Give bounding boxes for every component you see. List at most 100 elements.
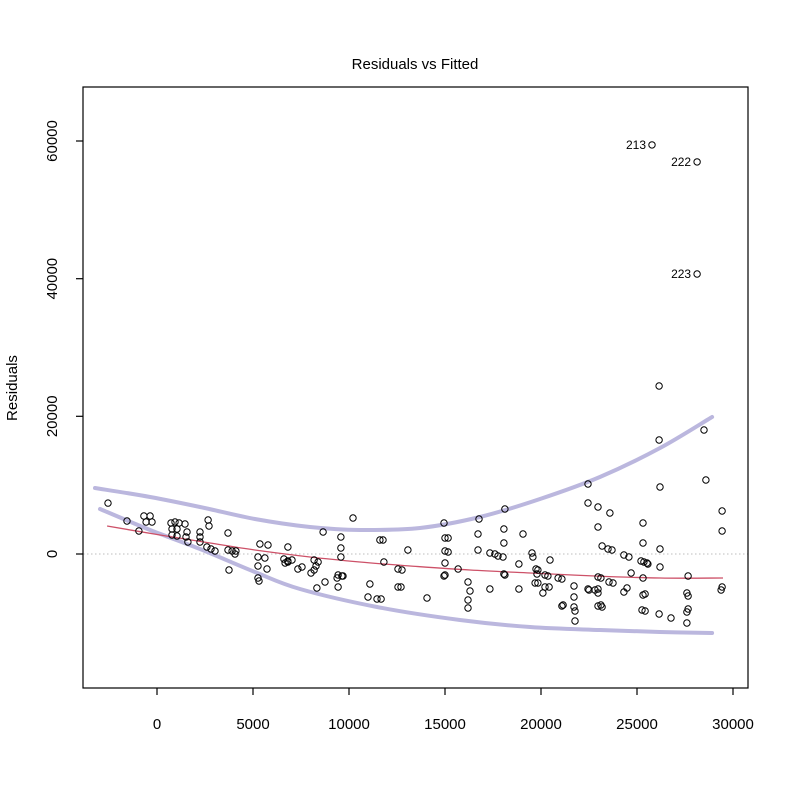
scatter-point (639, 539, 647, 547)
scatter-point (501, 505, 509, 513)
scatter-point (655, 610, 663, 618)
y-tick-label: 40000 (44, 258, 61, 300)
scatter-point (314, 558, 322, 566)
scatter-point (639, 574, 647, 582)
scatter-point (584, 585, 592, 593)
scatter-point (298, 563, 306, 571)
plot-box-frame (82, 86, 749, 689)
x-tick-label: 10000 (328, 716, 370, 733)
scatter-point (683, 619, 691, 627)
scatter-point (639, 519, 647, 527)
scatter-point (337, 553, 345, 561)
scatter-point (584, 499, 592, 507)
scatter-point (440, 519, 448, 527)
scatter-point (366, 580, 374, 588)
outlier-label: 223 (671, 267, 691, 281)
scatter-point (288, 556, 296, 564)
scatter-point (313, 584, 321, 592)
outlier-label: 222 (671, 155, 691, 169)
outlier-point (693, 270, 701, 278)
scatter-point (464, 604, 472, 612)
scatter-point (700, 426, 708, 434)
y-tick-label: 60000 (44, 120, 61, 162)
scatter-point (475, 515, 483, 523)
scatter-point (499, 553, 507, 561)
scatter-point (441, 547, 449, 555)
scatter-point (231, 550, 239, 558)
scatter-point (173, 525, 181, 533)
scatter-point (104, 499, 112, 507)
scatter-point (334, 583, 342, 591)
scatter-point (181, 520, 189, 528)
scatter-point (224, 546, 232, 554)
chart-title: Residuals vs Fitted (352, 56, 479, 73)
scatter-point (558, 575, 566, 583)
scatter-point (656, 563, 664, 571)
scatter-point (284, 543, 292, 551)
scatter-point (254, 553, 262, 561)
scatter-point (196, 538, 204, 546)
scatter-point (441, 534, 449, 542)
scatter-point (319, 528, 327, 536)
scatter-point (528, 549, 536, 557)
scatter-point (173, 532, 181, 540)
scatter-point (594, 523, 602, 531)
scatter-point (474, 546, 482, 554)
scatter-point (531, 579, 539, 587)
scatter-point (606, 509, 614, 517)
scatter-point (644, 560, 652, 568)
scatter-point (264, 541, 272, 549)
scatter-point (571, 617, 579, 625)
scatter-point (312, 562, 320, 570)
scatter-point (640, 558, 648, 566)
scatter-point (554, 574, 562, 582)
scatter-point (500, 570, 508, 578)
scatter-point (539, 589, 547, 597)
scatter-point (294, 565, 302, 573)
scatter-point (466, 587, 474, 595)
scatter-point (604, 545, 612, 553)
scatter-point (337, 533, 345, 541)
scatter-point (529, 553, 537, 561)
scatter-point (379, 536, 387, 544)
scatter-point (641, 607, 649, 615)
scatter-point (254, 574, 262, 582)
x-tick-label: 20000 (520, 716, 562, 733)
scatter-point (377, 595, 385, 603)
scatter-point (207, 545, 215, 553)
scatter-point (571, 607, 579, 615)
scatter-point (534, 566, 542, 574)
scatter-point (486, 549, 494, 557)
scatter-point (373, 595, 381, 603)
scatter-point (519, 530, 527, 538)
scatter-point (440, 572, 448, 580)
scatter-point (702, 476, 710, 484)
scatter-point (184, 538, 192, 546)
scatter-point (205, 522, 213, 530)
x-tick-label: 5000 (236, 716, 269, 733)
scatter-point (168, 531, 176, 539)
scatter-point (515, 560, 523, 568)
scatter-point (182, 533, 190, 541)
scatter-point (623, 584, 631, 592)
scatter-point (643, 559, 651, 567)
scatter-point (558, 602, 566, 610)
scatter-point (171, 518, 179, 526)
scatter-point (254, 562, 262, 570)
scatter-point (255, 577, 263, 585)
scatter-point (464, 578, 472, 586)
scatter-point (594, 503, 602, 511)
scatter-point (667, 614, 675, 622)
scatter-point (627, 569, 635, 577)
scatter-point (534, 579, 542, 587)
scatter-point (310, 566, 318, 574)
scatter-point (608, 546, 616, 554)
scatter-point (441, 559, 449, 567)
scatter-point (594, 585, 602, 593)
scatter-point (639, 591, 647, 599)
scatter-point (183, 528, 191, 536)
scatter-point (423, 594, 431, 602)
scatter-point (261, 554, 269, 562)
